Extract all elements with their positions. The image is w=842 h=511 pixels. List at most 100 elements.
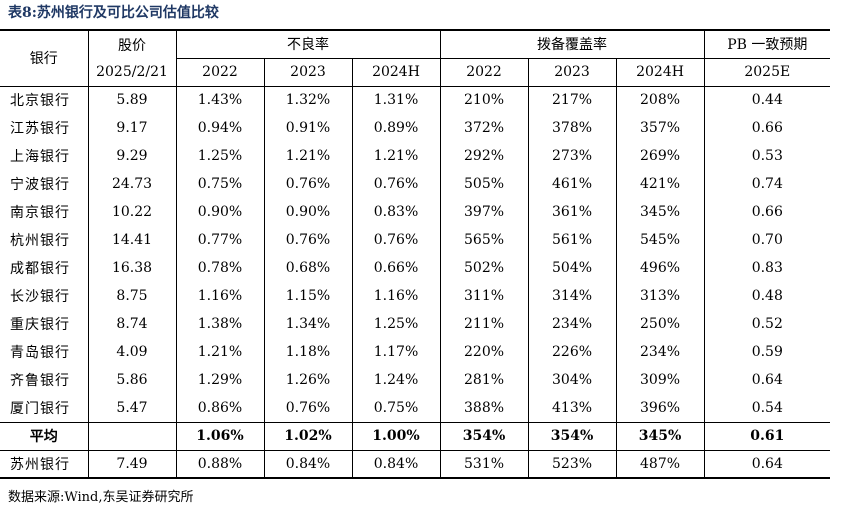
coverage-cell: 487% bbox=[616, 450, 705, 479]
coverage-cell: 234% bbox=[616, 338, 705, 366]
pb-cell: 0.83 bbox=[751, 260, 783, 276]
table-row: 平均 1.06% 1.02% 1.00% 354% 354% 345% 0.61 bbox=[0, 421, 831, 451]
pb-cell: 0.59 bbox=[751, 344, 783, 360]
price-cell: 8.75 bbox=[88, 282, 177, 310]
coverage-cell: 496% bbox=[616, 254, 705, 282]
npl-cell: 1.06% bbox=[176, 421, 265, 451]
header-pb-year: 2025E bbox=[704, 58, 831, 87]
bank-name-cell: 北京银行 bbox=[0, 86, 89, 114]
table-row: 青岛银行 4.09 1.21% 1.18% 1.17% 220% 226% 234% 0.59 bbox=[0, 338, 830, 366]
coverage-cell: 210% bbox=[440, 86, 529, 114]
bank-name-cell: 上海银行 bbox=[0, 142, 89, 170]
coverage-cell: 217% bbox=[528, 86, 617, 114]
npl-cell: 0.91% bbox=[264, 114, 353, 142]
npl-cell: 0.84% bbox=[264, 450, 353, 479]
coverage-cell: 309% bbox=[616, 366, 705, 394]
coverage-cell: 226% bbox=[528, 338, 617, 366]
npl-cell: 1.16% bbox=[176, 282, 265, 310]
bank-name-cell: 成都银行 bbox=[0, 254, 89, 282]
table-row: 重庆银行 8.74 1.38% 1.34% 1.25% 211% 234% 250% 0.52 bbox=[0, 310, 830, 338]
header-npl: 不良率 bbox=[176, 29, 441, 59]
header-cov-2022: 2022 bbox=[440, 58, 529, 87]
table-title: 表8:苏州银行及可比公司估值比较 bbox=[8, 5, 219, 21]
table-row: 厦门银行 5.47 0.86% 0.76% 0.75% 388% 413% 396% 0.54 bbox=[0, 394, 830, 422]
header-npl-2024h: 2024H bbox=[352, 58, 441, 87]
table-row: 宁波银行 24.73 0.75% 0.76% 0.76% 505% 461% 421% 0.74 bbox=[0, 170, 830, 198]
coverage-cell: 523% bbox=[528, 450, 617, 479]
pb-cell: 0.74 bbox=[751, 176, 783, 192]
pb-cell: 0.54 bbox=[751, 399, 783, 416]
bank-name-cell: 齐鲁银行 bbox=[0, 366, 89, 394]
price-cell: 7.49 bbox=[88, 450, 177, 479]
bank-name-cell: 南京银行 bbox=[0, 198, 89, 226]
bank-name-cell: 厦门银行 bbox=[0, 394, 89, 422]
npl-cell: 1.21% bbox=[352, 142, 441, 170]
coverage-cell: 504% bbox=[528, 254, 617, 282]
npl-cell: 0.90% bbox=[176, 198, 265, 226]
npl-cell: 1.26% bbox=[264, 366, 353, 394]
coverage-cell: 531% bbox=[440, 450, 529, 479]
header-pb: PB 一致预期 bbox=[704, 29, 831, 59]
npl-cell: 1.15% bbox=[264, 282, 353, 310]
pb-cell: 0.64 bbox=[751, 372, 783, 388]
pb-cell: 0.66 bbox=[751, 204, 783, 220]
coverage-cell: 250% bbox=[616, 310, 705, 338]
npl-cell: 1.25% bbox=[352, 310, 441, 338]
table-row: 北京银行 5.89 1.43% 1.32% 1.31% 210% 217% 208% 0.44 bbox=[0, 86, 830, 114]
coverage-cell: 461% bbox=[528, 170, 617, 198]
table-row: 长沙银行 8.75 1.16% 1.15% 1.16% 311% 314% 313% 0.48 bbox=[0, 282, 830, 310]
npl-cell: 0.89% bbox=[352, 114, 441, 142]
pb-cell: 0.53 bbox=[751, 148, 783, 164]
npl-cell: 0.94% bbox=[176, 114, 265, 142]
npl-cell: 1.02% bbox=[264, 421, 353, 451]
npl-cell: 1.21% bbox=[264, 142, 353, 170]
npl-cell: 1.24% bbox=[352, 366, 441, 394]
pb-cell: 0.52 bbox=[751, 316, 783, 332]
coverage-cell: 273% bbox=[528, 142, 617, 170]
npl-cell: 0.76% bbox=[352, 226, 441, 254]
coverage-cell: 505% bbox=[440, 170, 529, 198]
bank-name-cell: 重庆银行 bbox=[0, 310, 89, 338]
npl-cell: 1.17% bbox=[352, 338, 441, 366]
npl-cell: 0.76% bbox=[264, 226, 353, 254]
pb-cell: 0.64 bbox=[704, 450, 831, 479]
coverage-cell: 304% bbox=[528, 366, 617, 394]
coverage-cell: 311% bbox=[440, 282, 529, 310]
price-cell: 24.73 bbox=[88, 170, 177, 198]
coverage-cell: 378% bbox=[528, 114, 617, 142]
bank-name-cell: 宁波银行 bbox=[0, 170, 89, 198]
price-cell: 9.17 bbox=[88, 114, 177, 142]
price-cell: 5.89 bbox=[88, 86, 177, 114]
coverage-cell: 292% bbox=[440, 142, 529, 170]
price-cell bbox=[88, 421, 177, 451]
header-price-date: 2025/2/21 bbox=[88, 58, 177, 87]
price-cell: 9.29 bbox=[88, 142, 177, 170]
valuation-table: 银行 股价 不良率 拨备覆盖率 PB 一致预期 2025/2/21 2022 2… bbox=[0, 29, 831, 479]
npl-cell: 0.78% bbox=[176, 254, 265, 282]
npl-cell: 0.77% bbox=[176, 226, 265, 254]
coverage-cell: 354% bbox=[528, 421, 617, 451]
npl-cell: 0.84% bbox=[352, 450, 441, 479]
coverage-cell: 220% bbox=[440, 338, 529, 366]
coverage-cell: 354% bbox=[440, 421, 529, 451]
npl-cell: 0.66% bbox=[352, 254, 441, 282]
coverage-cell: 234% bbox=[528, 310, 617, 338]
pb-cell: 0.61 bbox=[704, 421, 831, 451]
npl-cell: 1.21% bbox=[176, 338, 265, 366]
npl-cell: 0.75% bbox=[352, 394, 441, 422]
bank-name-cell: 平均 bbox=[0, 421, 89, 451]
npl-cell: 0.76% bbox=[352, 170, 441, 198]
coverage-cell: 396% bbox=[616, 394, 705, 422]
npl-cell: 0.86% bbox=[176, 394, 265, 422]
npl-cell: 0.76% bbox=[264, 170, 353, 198]
price-cell: 5.86 bbox=[88, 366, 177, 394]
table-row: 上海银行 9.29 1.25% 1.21% 1.21% 292% 273% 269% 0.53 bbox=[0, 142, 830, 170]
bank-name-cell: 青岛银行 bbox=[0, 338, 89, 366]
npl-cell: 0.90% bbox=[264, 198, 353, 226]
coverage-cell: 361% bbox=[528, 198, 617, 226]
coverage-cell: 565% bbox=[440, 226, 529, 254]
price-cell: 8.74 bbox=[88, 310, 177, 338]
npl-cell: 1.18% bbox=[264, 338, 353, 366]
npl-cell: 1.00% bbox=[352, 421, 441, 451]
npl-cell: 0.76% bbox=[264, 394, 353, 422]
